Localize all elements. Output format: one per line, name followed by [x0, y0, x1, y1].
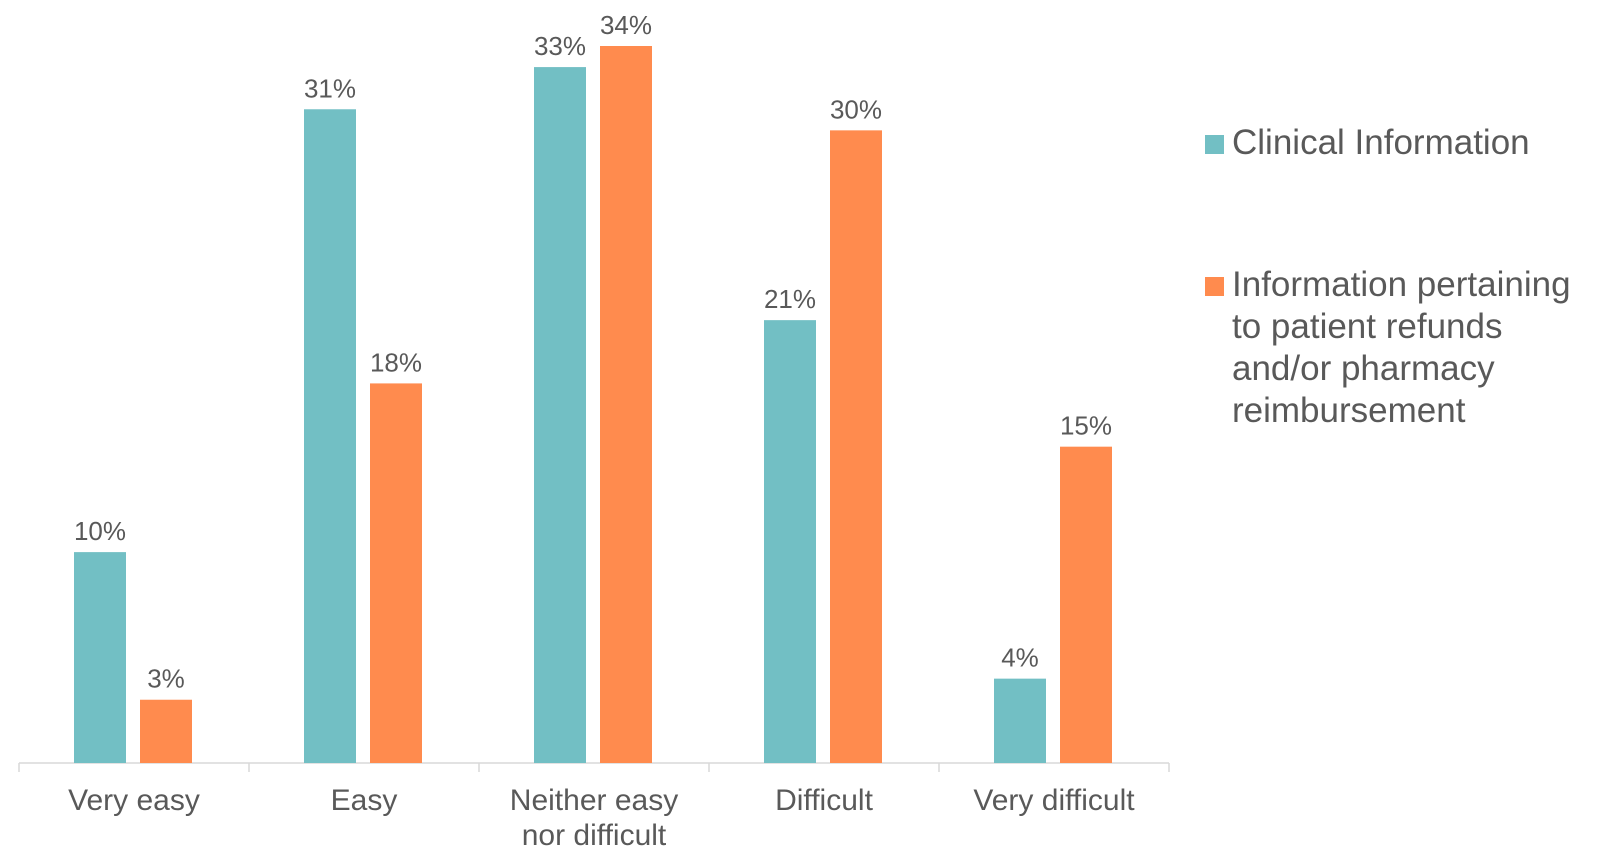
legend-item-refunds-reimbursement: Information pertaining to patient refund… — [1205, 264, 1605, 432]
bar — [1060, 446, 1112, 763]
bar-chart: 10% 3% Very easy 31% 18% Easy 33% 34% Neither ea… — [18, 10, 1170, 848]
data-label: 15% — [1060, 411, 1112, 441]
legend-item-clinical-information: Clinical Information — [1205, 122, 1605, 164]
x-tick-label: Easy — [331, 784, 398, 817]
bar — [994, 678, 1046, 763]
x-tick-label: Very easy — [68, 784, 200, 817]
bar — [764, 320, 816, 763]
x-tick-label: Neither easy nor difficult — [510, 784, 678, 848]
data-label: 21% — [764, 284, 816, 314]
data-label: 33% — [534, 31, 586, 61]
bar — [74, 552, 126, 763]
bar — [830, 130, 882, 764]
data-label: 34% — [600, 10, 652, 40]
bar — [600, 46, 652, 763]
bar — [304, 109, 356, 763]
legend: Clinical Information Information pertain… — [1205, 122, 1605, 432]
legend-swatch-refunds-reimbursement — [1205, 277, 1224, 296]
legend-label: Information pertaining to patient refund… — [1232, 265, 1571, 430]
bar — [370, 383, 422, 763]
x-tick-label: Difficult — [775, 784, 873, 817]
bar — [534, 67, 586, 763]
legend-swatch-clinical-information — [1205, 135, 1224, 154]
bar — [140, 699, 192, 763]
data-label: 18% — [370, 347, 422, 377]
data-label: 30% — [830, 94, 882, 124]
data-label: 4% — [1001, 643, 1039, 673]
data-label: 3% — [147, 664, 185, 694]
legend-label: Clinical Information — [1232, 123, 1530, 162]
data-label: 10% — [74, 516, 126, 546]
data-label: 31% — [304, 73, 356, 103]
x-tick-label: Very difficult — [973, 784, 1135, 817]
